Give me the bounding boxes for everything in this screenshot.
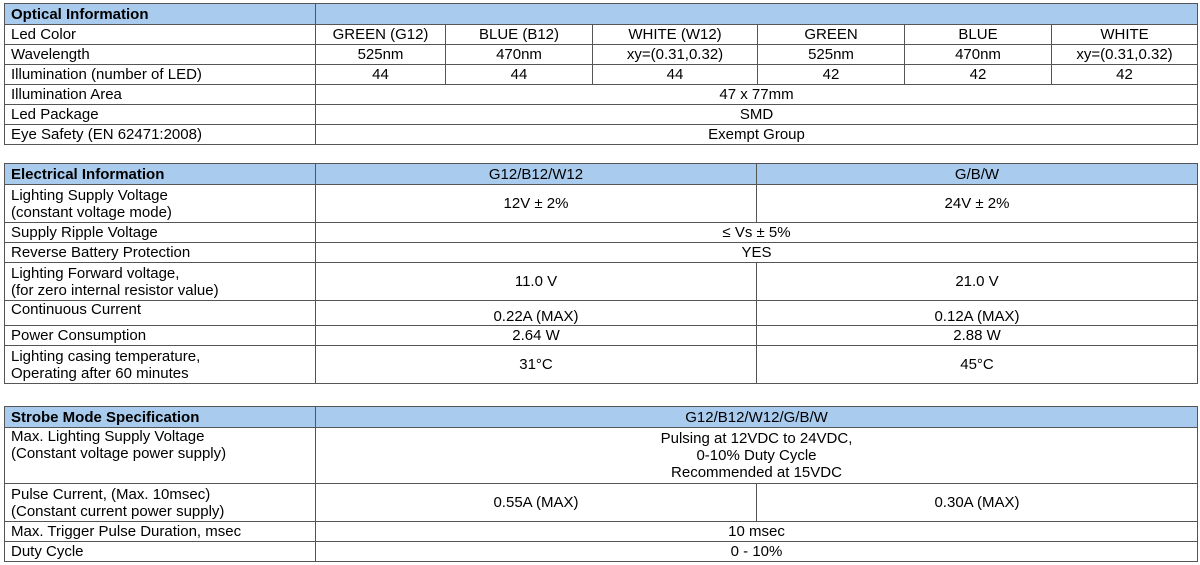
table-row: Supply Ripple Voltage ≤ Vs ± 5% — [4, 222, 1198, 243]
electrical-header-row: Electrical Information G12/B12/W12 G/B/W — [4, 163, 1198, 185]
strobe-mode-table: Strobe Mode Specification G12/B12/W12/G/… — [4, 406, 1198, 562]
table-cell: BLUE (B12) — [445, 24, 593, 45]
row-label: Reverse Battery Protection — [4, 242, 316, 263]
row-label: Eye Safety (EN 62471:2008) — [4, 124, 316, 145]
table-cell: 525nm — [757, 44, 905, 65]
optical-information-table: Optical Information Led Color GREEN (G12… — [4, 3, 1199, 145]
table-row: Led Color GREEN (G12) BLUE (B12) WHITE (… — [4, 24, 1199, 45]
row-label: Pulse Current, (Max. 10msec) (Constant c… — [4, 483, 316, 522]
table-row: Lighting Forward voltage, (for zero inte… — [4, 262, 1198, 301]
row-label: Led Package — [4, 104, 316, 125]
table-row: Lighting Supply Voltage (constant voltag… — [4, 184, 1198, 223]
table-row: Reverse Battery Protection YES — [4, 242, 1198, 263]
strobe-title: Strobe Mode Specification — [4, 406, 316, 428]
row-label-line: Max. Lighting Supply Voltage — [11, 428, 205, 446]
table-cell: xy=(0.31,0.32) — [592, 44, 758, 65]
table-cell: 470nm — [445, 44, 593, 65]
table-cell: SMD — [314, 104, 1199, 125]
row-label-line: Lighting Supply Voltage — [11, 186, 168, 204]
table-cell: 0.22A (MAX) — [315, 300, 757, 326]
row-label: Illumination (number of LED) — [4, 64, 316, 85]
table-cell: 470nm — [904, 44, 1052, 65]
table-cell: xy=(0.31,0.32) — [1050, 44, 1199, 65]
row-label-line: Lighting casing temperature, — [11, 347, 201, 365]
table-cell: GREEN — [757, 24, 905, 45]
table-cell: 0.12A (MAX) — [756, 300, 1198, 326]
row-label: Max. Trigger Pulse Duration, msec — [4, 521, 316, 542]
table-cell: 2.88 W — [756, 325, 1198, 346]
table-cell: 42 — [904, 64, 1052, 85]
table-cell: 45°C — [756, 345, 1198, 384]
row-label-line: (for zero internal resistor value) — [11, 281, 219, 299]
table-row: Wavelength 525nm 470nm xy=(0.31,0.32) 52… — [4, 44, 1199, 65]
table-row: Illumination (number of LED) 44 44 44 42… — [4, 64, 1199, 85]
table-cell: GREEN (G12) — [315, 24, 446, 45]
row-label: Lighting Supply Voltage (constant voltag… — [4, 184, 316, 223]
table-cell: 42 — [757, 64, 905, 85]
table-cell: 44 — [445, 64, 593, 85]
row-label: Lighting Forward voltage, (for zero inte… — [4, 262, 316, 301]
row-label: Led Color — [4, 24, 316, 45]
optical-title: Optical Information — [4, 3, 316, 25]
row-label: Wavelength — [4, 44, 316, 65]
table-cell: 2.64 W — [315, 325, 757, 346]
row-label-line: Operating after 60 minutes — [11, 364, 189, 382]
table-cell: 44 — [315, 64, 446, 85]
table-cell: 11.0 V — [315, 262, 757, 301]
row-label-line: (Constant current power supply) — [11, 502, 225, 520]
row-label: Duty Cycle — [4, 541, 316, 562]
table-cell: 44 — [592, 64, 758, 85]
table-row: Power Consumption 2.64 W 2.88 W — [4, 325, 1198, 346]
table-cell: 525nm — [315, 44, 446, 65]
table-cell: 24V ± 2% — [756, 184, 1198, 223]
column-header: G12/B12/W12/G/B/W — [315, 406, 1198, 428]
row-label: Max. Lighting Supply Voltage (Constant v… — [4, 427, 316, 484]
row-label-line: Lighting Forward voltage, — [11, 264, 180, 282]
cell-line: 0-10% Duty Cycle — [696, 447, 817, 464]
table-cell: Pulsing at 12VDC to 24VDC, 0-10% Duty Cy… — [315, 427, 1198, 484]
table-cell: Exempt Group — [314, 124, 1199, 145]
row-label-line: Pulse Current, (Max. 10msec) — [11, 485, 211, 503]
strobe-header-row: Strobe Mode Specification G12/B12/W12/G/… — [4, 406, 1198, 428]
table-row: Led Package SMD — [4, 104, 1199, 125]
table-row: Continuous Current 0.22A (MAX) 0.12A (MA… — [4, 300, 1198, 326]
row-label: Illumination Area — [4, 84, 316, 105]
table-cell: YES — [315, 242, 1198, 263]
row-label-line: (Constant voltage power supply) — [11, 445, 227, 462]
table-cell: 10 msec — [315, 521, 1198, 542]
column-header: G/B/W — [756, 163, 1198, 185]
optical-header-fill — [314, 3, 1199, 25]
table-cell: 42 — [1050, 64, 1199, 85]
table-row: Pulse Current, (Max. 10msec) (Constant c… — [4, 483, 1198, 522]
cell-line: Pulsing at 12VDC to 24VDC, — [660, 430, 853, 447]
column-header: G12/B12/W12 — [315, 163, 757, 185]
row-label: Lighting casing temperature, Operating a… — [4, 345, 316, 384]
table-row: Lighting casing temperature, Operating a… — [4, 345, 1198, 384]
table-cell: 21.0 V — [756, 262, 1198, 301]
row-label: Power Consumption — [4, 325, 316, 346]
table-row: Eye Safety (EN 62471:2008) Exempt Group — [4, 124, 1199, 145]
table-cell: 12V ± 2% — [315, 184, 757, 223]
table-row: Duty Cycle 0 - 10% — [4, 541, 1198, 562]
table-row: Illumination Area 47 x 77mm — [4, 84, 1199, 105]
row-label-line: (constant voltage mode) — [11, 203, 172, 221]
table-cell: WHITE — [1050, 24, 1199, 45]
cell-line: Recommended at 15VDC — [671, 464, 842, 481]
electrical-information-table: Electrical Information G12/B12/W12 G/B/W… — [4, 163, 1198, 384]
optical-header-row: Optical Information — [4, 3, 1199, 25]
table-row: Max. Trigger Pulse Duration, msec 10 mse… — [4, 521, 1198, 542]
table-cell: 0.55A (MAX) — [315, 483, 757, 522]
row-label: Continuous Current — [4, 300, 316, 326]
row-label: Supply Ripple Voltage — [4, 222, 316, 243]
table-cell: BLUE — [904, 24, 1052, 45]
table-cell: 0.30A (MAX) — [756, 483, 1198, 522]
table-cell: 0 - 10% — [315, 541, 1198, 562]
table-cell: WHITE (W12) — [592, 24, 758, 45]
electrical-title: Electrical Information — [4, 163, 316, 185]
table-cell: 31°C — [315, 345, 757, 384]
table-cell: ≤ Vs ± 5% — [315, 222, 1198, 243]
table-cell: 47 x 77mm — [314, 84, 1199, 105]
table-row: Max. Lighting Supply Voltage (Constant v… — [4, 427, 1198, 484]
